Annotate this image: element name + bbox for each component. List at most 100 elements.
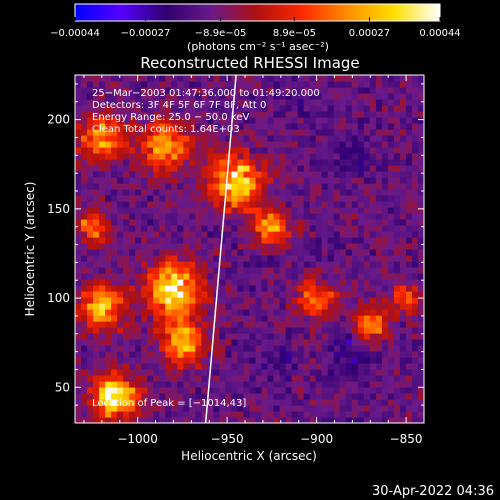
heatmap-cell bbox=[117, 249, 124, 256]
heatmap-cell bbox=[177, 99, 184, 106]
heatmap-cell bbox=[93, 219, 100, 226]
heatmap-cell bbox=[291, 333, 299, 340]
heatmap-cell bbox=[243, 393, 251, 400]
heatmap-cell bbox=[285, 291, 293, 298]
heatmap-cell bbox=[213, 351, 221, 358]
heatmap-cell bbox=[93, 105, 100, 112]
heatmap-cell bbox=[231, 339, 239, 346]
heatmap-cell bbox=[267, 123, 275, 130]
heatmap-cell bbox=[315, 75, 323, 82]
heatmap-cell bbox=[369, 201, 377, 208]
heatmap-cell bbox=[237, 249, 245, 256]
heatmap-cell bbox=[225, 135, 233, 142]
heatmap-cell bbox=[213, 225, 221, 232]
heatmap-cell bbox=[243, 177, 251, 184]
heatmap-cell bbox=[291, 393, 299, 400]
heatmap-cell bbox=[297, 321, 305, 328]
heatmap-cell bbox=[183, 231, 190, 238]
heatmap-cell bbox=[309, 417, 317, 423]
heatmap-cell bbox=[213, 177, 221, 184]
heatmap-cell bbox=[249, 351, 257, 358]
heatmap-cell bbox=[291, 189, 299, 196]
heatmap-cell bbox=[261, 219, 269, 226]
heatmap-cell bbox=[99, 297, 106, 304]
heatmap-cell bbox=[225, 315, 233, 322]
heatmap-cell bbox=[171, 189, 178, 196]
heatmap-cell bbox=[117, 375, 124, 382]
heatmap-cell bbox=[153, 165, 160, 172]
heatmap-cell bbox=[351, 129, 359, 136]
heatmap-cell bbox=[417, 267, 424, 274]
heatmap-cell bbox=[369, 183, 377, 190]
heatmap-cell bbox=[339, 111, 347, 118]
heatmap-cell bbox=[189, 387, 196, 394]
heatmap-cell bbox=[411, 411, 419, 418]
heatmap-cell bbox=[255, 321, 263, 328]
heatmap-cell bbox=[141, 147, 148, 154]
heatmap-cell bbox=[339, 195, 347, 202]
heatmap-cell bbox=[111, 159, 118, 166]
heatmap-cell bbox=[243, 153, 251, 160]
heatmap-cell bbox=[339, 93, 347, 100]
heatmap-cell bbox=[243, 231, 251, 238]
heatmap-cell bbox=[75, 399, 82, 406]
heatmap-cell bbox=[117, 207, 124, 214]
heatmap-cell bbox=[357, 339, 365, 346]
heatmap-cell bbox=[309, 213, 317, 220]
heatmap-cell bbox=[195, 411, 202, 418]
heatmap-cell bbox=[333, 135, 341, 142]
heatmap-cell bbox=[315, 225, 323, 232]
heatmap-cell bbox=[339, 309, 347, 316]
heatmap-cell bbox=[375, 279, 383, 286]
heatmap-cell bbox=[411, 291, 419, 298]
heatmap-cell bbox=[303, 393, 311, 400]
heatmap-cell bbox=[87, 351, 94, 358]
heatmap-cell bbox=[411, 93, 419, 100]
heatmap-cell bbox=[237, 297, 245, 304]
heatmap-cell bbox=[381, 81, 389, 88]
heatmap-cell bbox=[153, 285, 160, 292]
heatmap-cell bbox=[99, 417, 106, 423]
heatmap-cell bbox=[141, 375, 148, 382]
heatmap-cell bbox=[273, 363, 281, 370]
heatmap-cell bbox=[327, 123, 335, 130]
heatmap-cell bbox=[93, 207, 100, 214]
heatmap-cell bbox=[165, 411, 172, 418]
heatmap-cell bbox=[105, 117, 112, 124]
heatmap-cell bbox=[117, 105, 124, 112]
heatmap-cell bbox=[153, 417, 160, 423]
heatmap-cell bbox=[225, 369, 233, 376]
heatmap-cell bbox=[213, 171, 221, 178]
heatmap-cell bbox=[141, 315, 148, 322]
heatmap-cell bbox=[105, 105, 112, 112]
heatmap-cell bbox=[417, 393, 424, 400]
heatmap-cell bbox=[345, 153, 353, 160]
heatmap-cell bbox=[399, 387, 407, 394]
heatmap-cell bbox=[345, 351, 353, 358]
heatmap-cell bbox=[195, 213, 202, 220]
heatmap-cell bbox=[171, 129, 178, 136]
heatmap-cell bbox=[369, 87, 377, 94]
heatmap-cell bbox=[309, 369, 317, 376]
heatmap-cell bbox=[375, 183, 383, 190]
heatmap-cell bbox=[285, 279, 293, 286]
heatmap-cell bbox=[213, 159, 221, 166]
heatmap-cell bbox=[261, 417, 269, 423]
heatmap-cell bbox=[93, 189, 100, 196]
heatmap-cell bbox=[405, 285, 413, 292]
heatmap-cell bbox=[195, 207, 202, 214]
heatmap-cell bbox=[261, 327, 269, 334]
heatmap-cell bbox=[231, 105, 239, 112]
heatmap-cell bbox=[165, 339, 172, 346]
heatmap-cell bbox=[261, 75, 269, 82]
heatmap-cell bbox=[351, 309, 359, 316]
heatmap-cell bbox=[417, 93, 424, 100]
heatmap-cell bbox=[279, 231, 287, 238]
heatmap-cell bbox=[177, 417, 184, 423]
heatmap-cell bbox=[147, 273, 154, 280]
heatmap-cell bbox=[111, 417, 118, 423]
heatmap-cell bbox=[279, 393, 287, 400]
heatmap-cell bbox=[129, 201, 136, 208]
heatmap-cell bbox=[237, 399, 245, 406]
heatmap-cell bbox=[123, 279, 130, 286]
